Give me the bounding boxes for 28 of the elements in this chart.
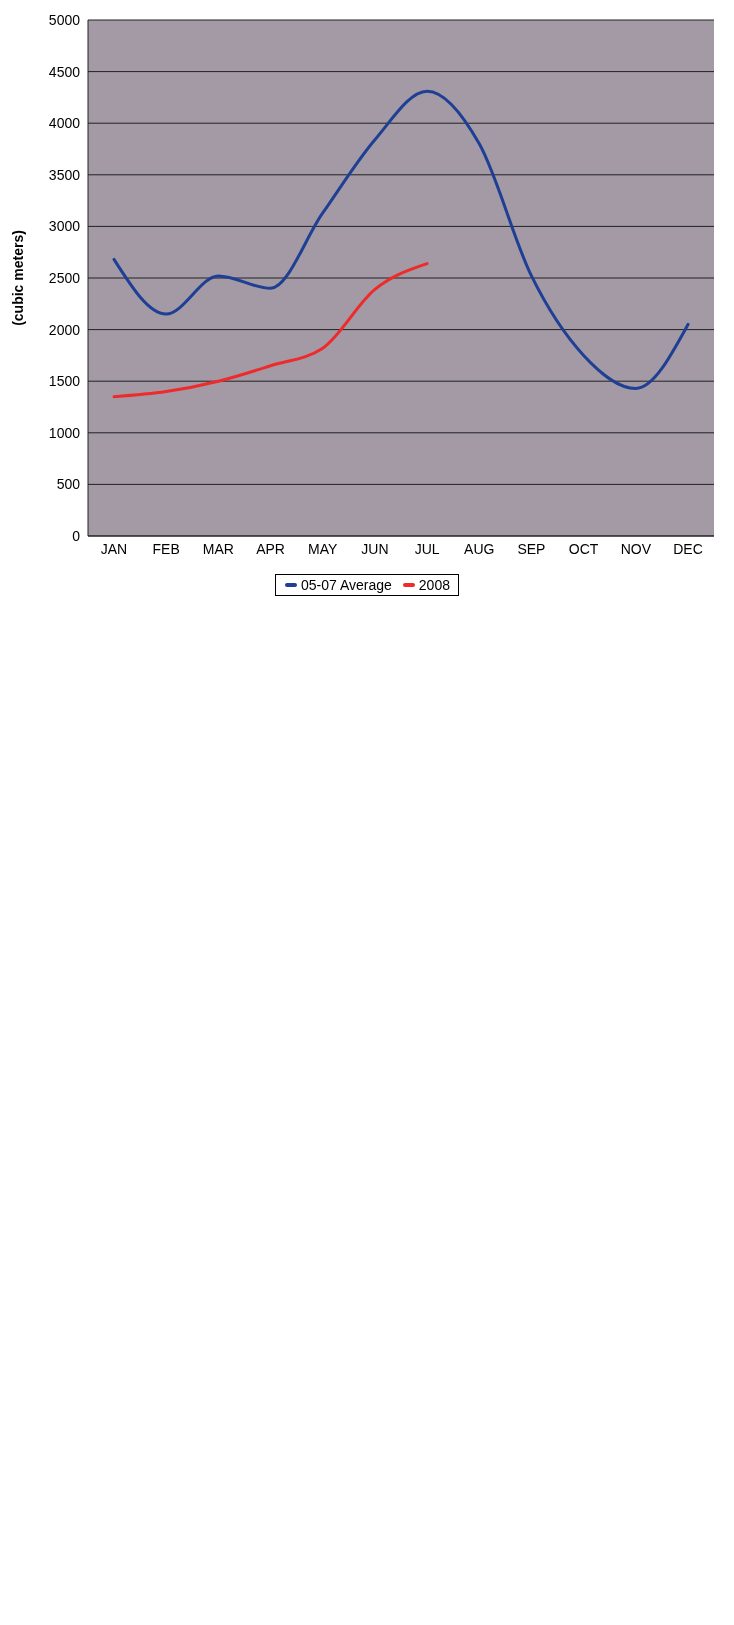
y-tick-label: 2000 xyxy=(48,321,81,338)
line-series xyxy=(112,262,429,399)
x-tick-label: NOV xyxy=(620,540,652,557)
x-tick-label: JAN xyxy=(100,540,128,557)
y-tick-label: 4000 xyxy=(48,115,81,132)
x-tick-label: JUN xyxy=(361,540,389,557)
x-tick-label: AUG xyxy=(464,540,495,557)
x-tick-label: OCT xyxy=(568,540,599,557)
legend-label: 2008 xyxy=(417,577,450,593)
y-tick-label: 500 xyxy=(56,476,81,493)
x-tick-label: FEB xyxy=(152,540,180,557)
y-tick-label: 2500 xyxy=(48,269,81,286)
y-tick-label: 5000 xyxy=(48,11,81,28)
x-tick-label: DEC xyxy=(673,540,703,557)
y-tick-label: 1500 xyxy=(48,373,81,390)
y-axis-title: (cubic meters) xyxy=(9,230,26,326)
y-tick-label: 4500 xyxy=(48,63,81,80)
y-tick-label: 1000 xyxy=(48,424,81,441)
x-tick-label: APR xyxy=(256,540,285,557)
y-tick-label: 0 xyxy=(72,527,81,544)
x-tick-label: SEP xyxy=(517,540,546,557)
y-tick-label: 3000 xyxy=(48,218,81,235)
line-series xyxy=(112,89,690,390)
x-tick-label: MAR xyxy=(202,540,234,557)
x-tick-label: MAY xyxy=(308,540,339,557)
legend-label: 05-07 Average xyxy=(300,577,392,593)
y-tick-label: 3500 xyxy=(48,166,81,183)
x-tick-label: JUL xyxy=(414,540,440,557)
